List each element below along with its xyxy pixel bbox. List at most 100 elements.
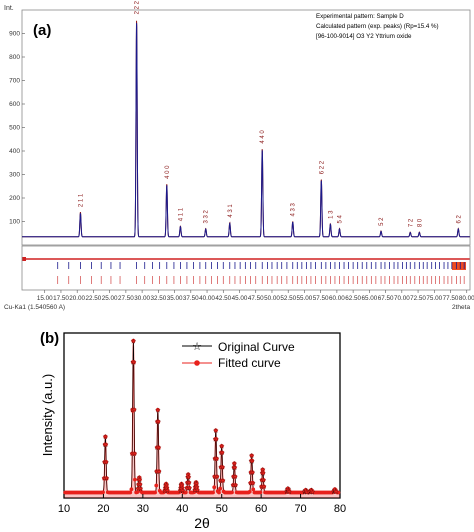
panel-b-fitted-point xyxy=(214,474,220,479)
panel-a-y-tick-label: 900 xyxy=(9,31,20,38)
panel-b-original-point: ☆ xyxy=(333,488,339,496)
panel-b-original-point: ☆ xyxy=(103,475,109,483)
panel-b-fitted-point xyxy=(220,478,225,483)
panel-a-bragg-markers-reference xyxy=(57,276,465,284)
panel-a-hkl-label: 5 4 xyxy=(337,215,343,224)
panel-b-fitted-point xyxy=(261,484,266,489)
panel-b-x-tick-label: 30 xyxy=(137,503,149,515)
panel-b-original-point: ☆ xyxy=(101,475,107,483)
panel-b-fitted-point xyxy=(138,486,143,491)
panel-a-y-tick-label: 100 xyxy=(9,219,20,226)
panel-b-fitted-point xyxy=(131,360,136,365)
panel-b-plot-frame xyxy=(63,332,341,499)
panel-a-x-tick-label: 42.50 xyxy=(215,295,231,302)
panel-b-fitted-point xyxy=(214,437,219,442)
panel-b-original-point: ☆ xyxy=(192,486,198,494)
panel-a-x-tick-label: 70.00 xyxy=(394,295,410,302)
panel-a-y-tick-label: 300 xyxy=(9,172,20,179)
panel-a-hkl-label: 6 2 2 xyxy=(319,160,325,174)
panel-b-original-point: ☆ xyxy=(249,457,255,465)
panel-a-y-tick-label: 200 xyxy=(9,195,20,202)
panel-a-experimental-line xyxy=(22,23,470,238)
panel-a-x-tick-label: 50.00 xyxy=(264,295,280,302)
panel-a-x-tick-label: 75.00 xyxy=(426,295,442,302)
panel-b-fitted-point xyxy=(217,490,221,495)
panel-a-x-axis-label: 2theta xyxy=(452,304,470,311)
panel-b-fitted-point xyxy=(261,477,266,483)
panel-b-original-point: ☆ xyxy=(131,450,137,458)
panel-a-x-tick-label: 40.00 xyxy=(199,295,215,302)
panel-b-fitted-point xyxy=(155,407,160,413)
panel-b-fitted-point xyxy=(156,419,161,424)
panel-b-original-point: ☆ xyxy=(232,464,238,472)
panel-b-original-point: ☆ xyxy=(129,450,135,458)
panel-b-x-axis-label: 2θ xyxy=(194,515,210,531)
panel-b-original-point: ☆ xyxy=(164,487,170,495)
panel-b-fitted-point xyxy=(310,489,315,494)
panel-a-y-tick-label: 700 xyxy=(9,78,20,85)
panel-b-original-point: ☆ xyxy=(219,443,225,451)
panel-a-x-tick-label: 65.00 xyxy=(361,295,377,302)
panel-a-x-tick-label: 55.00 xyxy=(297,295,313,302)
panel-b-fitted-point xyxy=(218,486,223,491)
panel-a-y-tick-label: 500 xyxy=(9,125,20,132)
panel-b-original-point: ☆ xyxy=(286,488,292,496)
panel-b-fitted-point xyxy=(129,487,134,492)
panel-b-original-point: ☆ xyxy=(260,477,266,485)
panel-a-hkl-label: 3 3 2 xyxy=(204,210,210,224)
panel-a-difference-left-marker xyxy=(22,257,26,261)
panel-b-fitted-point xyxy=(230,490,234,495)
panel-a-difference-right-marker xyxy=(452,262,466,270)
panel-b-original-point: ☆ xyxy=(155,418,161,426)
panel-b-fitted-point xyxy=(104,476,109,481)
panel-b-y-axis-label: Intensity (a.u.) xyxy=(40,374,55,456)
panel-b-original-point: ☆ xyxy=(177,487,183,495)
panel-b-original-point: ☆ xyxy=(179,482,185,490)
panel-b-original-point: ☆ xyxy=(186,484,192,492)
panel-a-x-tick-label: 57.50 xyxy=(313,295,329,302)
panel-b-fitted-point xyxy=(104,459,109,465)
panel-a-wavelength-label: Cu-Ka1 (1.540560 A) xyxy=(4,304,65,311)
panel-b-original-point: ☆ xyxy=(213,427,219,435)
panel-b-original-point: ☆ xyxy=(137,481,143,489)
legend-experimental: Experimental pattern: Sample D xyxy=(316,13,404,20)
panel-b-original-point: ☆ xyxy=(231,460,237,468)
panel-b-original-point: ☆ xyxy=(155,407,161,415)
panel-a-y-tick-label: 800 xyxy=(9,54,20,61)
panel-a-hkl-label: 4 3 1 xyxy=(228,204,234,218)
panel-a-hkl-label: 5 2 xyxy=(379,217,385,226)
panel-a-bragg-markers-experimental xyxy=(57,262,465,269)
panel-a-label: (a) xyxy=(33,22,51,39)
panel-b-original-point: ☆ xyxy=(232,482,238,490)
panel-b-x-tick-label: 80 xyxy=(334,503,346,515)
panel-a-x-tick-label: 15.00 xyxy=(37,295,53,302)
panel-b-original-point: ☆ xyxy=(213,455,219,463)
panel-b-fitted-point xyxy=(250,470,255,475)
panel-b-fitted-point xyxy=(233,474,238,479)
panel-a-x-tick-label: 47.50 xyxy=(248,295,264,302)
panel-b-fitted-point xyxy=(183,490,188,495)
panel-b-original-point: ☆ xyxy=(185,473,191,481)
panel-b-fitted-point xyxy=(251,487,256,492)
panel-b-original-point: ☆ xyxy=(102,433,108,441)
panel-b-fitted-point xyxy=(154,483,159,488)
panel-b-original-point: ☆ xyxy=(130,337,136,345)
panel-b-original-point: ☆ xyxy=(154,468,160,476)
panel-b-fitted-point xyxy=(261,470,266,476)
panel-b-fitted-point xyxy=(333,489,339,494)
panel-b-fitted-point xyxy=(137,477,142,482)
panel-a-x-tick-label: 80.00 xyxy=(459,295,474,302)
panel-b-fitted-point xyxy=(156,469,162,474)
panel-b-fitted-point xyxy=(219,444,224,449)
panel-a-hkl-label: 4 0 0 xyxy=(165,165,171,179)
panel-a-x-tick-label: 20.00 xyxy=(69,295,85,302)
legend-calculated: Calculated pattern (exp. peaks) (Rp=15.4… xyxy=(316,23,439,30)
legend-original-marker-star-icon: ☆ xyxy=(192,341,202,353)
panel-b-original-point: ☆ xyxy=(230,482,236,490)
panel-a-x-tick-label: 27.50 xyxy=(118,295,134,302)
panel-a-plot-frame xyxy=(21,9,471,246)
panel-b-x-tick-label: 70 xyxy=(294,503,306,515)
panel-b-x-tick-label: 10 xyxy=(58,503,70,515)
panel-b-original-point: ☆ xyxy=(163,482,169,490)
panel-b-fitted-point xyxy=(247,489,252,494)
